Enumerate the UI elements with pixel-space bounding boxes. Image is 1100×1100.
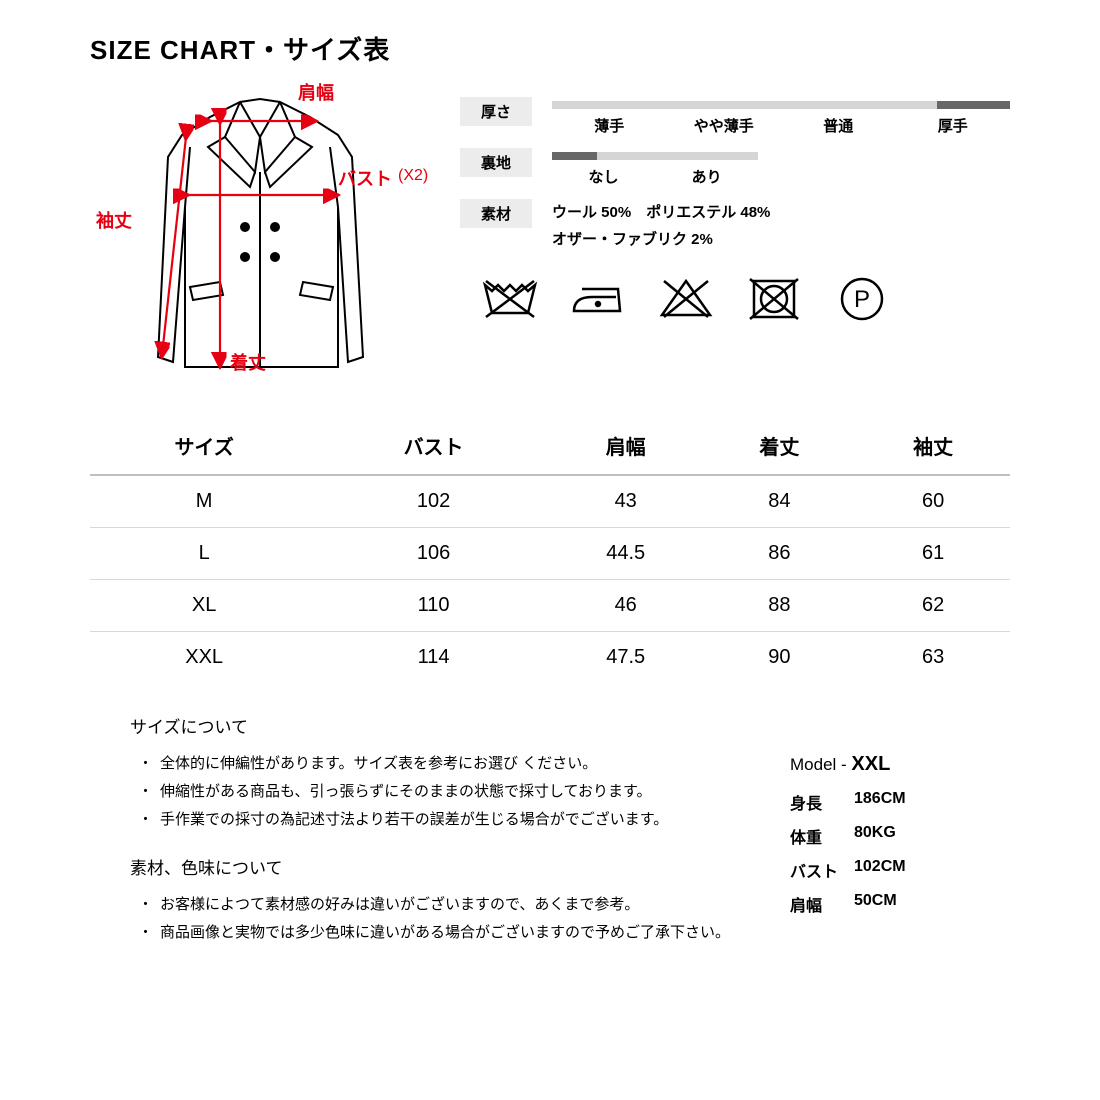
thickness-option: 薄手	[552, 115, 667, 136]
top-section: 肩幅 バスト (X2) 袖丈 着丈 厚さ 薄手やや薄手普通厚手 裏地	[90, 77, 1010, 397]
list-item: 全体的に伸編性があります。サイズ表を参考にお選び ください。	[160, 752, 770, 776]
iron-icon	[568, 273, 628, 323]
model-value: 102CM	[854, 858, 906, 882]
table-cell: 63	[856, 632, 1010, 684]
size-table: サイズバスト肩幅着丈袖丈 M102438460L10644.58661XL110…	[90, 417, 1010, 683]
model-size: XXL	[851, 753, 890, 775]
notes-left: サイズについて 全体的に伸編性があります。サイズ表を参考にお選び ください。伸縮…	[90, 713, 790, 967]
thickness-option: 厚手	[896, 115, 1011, 136]
lining-option: なし	[552, 166, 655, 187]
table-header: 袖丈	[856, 417, 1010, 475]
material-line2: オザー・ファブリク 2%	[552, 226, 1010, 253]
table-cell: 106	[318, 528, 549, 580]
material-notes-heading: 素材、色味について	[130, 854, 770, 879]
material-line1: ウール 50% ポリエステル 48%	[552, 199, 1010, 226]
list-item: お客様によつて素材感の好みは違いがございますので、あくまで参考。	[160, 893, 770, 917]
notes-section: サイズについて 全体的に伸編性があります。サイズ表を参考にお選び ください。伸縮…	[90, 713, 1010, 967]
spec-material-label: 素材	[460, 199, 532, 228]
table-row: M102438460	[90, 475, 1010, 528]
label-length: 着丈	[230, 349, 266, 375]
table-cell: XL	[90, 580, 318, 632]
spec-thickness-label: 厚さ	[460, 97, 532, 126]
table-cell: XXL	[90, 632, 318, 684]
list-item: 伸縮性がある商品も、引っ張らずにそのままの状態で採寸しております。	[160, 780, 770, 804]
dryclean-p-icon: P	[832, 273, 892, 323]
material-notes-list: お客様によつて素材感の好みは違いがございますので、あくまで参考。商品画像と実物で…	[130, 893, 770, 945]
size-notes-list: 全体的に伸編性があります。サイズ表を参考にお選び ください。伸縮性がある商品も、…	[130, 752, 770, 832]
spec-lining: 裏地 なしあり	[460, 148, 1010, 187]
table-cell: 44.5	[549, 528, 703, 580]
table-cell: 88	[703, 580, 857, 632]
table-cell: L	[90, 528, 318, 580]
table-cell: 60	[856, 475, 1010, 528]
list-item: 商品画像と実物では多少色味に違いがある場合がございますので予めご了承下さい。	[160, 921, 770, 945]
label-bust: バスト	[338, 165, 392, 191]
svg-text:P: P	[854, 286, 870, 313]
model-value: 80KG	[854, 824, 896, 848]
table-row: L10644.58661	[90, 528, 1010, 580]
thickness-option: やや薄手	[667, 115, 782, 136]
table-row: XXL11447.59063	[90, 632, 1010, 684]
spec-panel: 厚さ 薄手やや薄手普通厚手 裏地 なしあり 素材	[460, 77, 1010, 397]
table-cell: 86	[703, 528, 857, 580]
table-header: 肩幅	[549, 417, 703, 475]
coat-diagram: 肩幅 バスト (X2) 袖丈 着丈	[90, 77, 430, 397]
model-row: 体重80KG	[790, 824, 1010, 848]
table-cell: 62	[856, 580, 1010, 632]
model-key: 体重	[790, 824, 854, 848]
model-key: 身長	[790, 790, 854, 814]
model-row: バスト102CM	[790, 858, 1010, 882]
model-key: バスト	[790, 858, 854, 882]
lining-bar	[552, 152, 758, 160]
table-cell: 43	[549, 475, 703, 528]
thickness-bar	[552, 101, 1010, 109]
table-cell: 61	[856, 528, 1010, 580]
size-notes-heading: サイズについて	[130, 713, 770, 738]
care-icons: P	[480, 273, 1010, 323]
table-cell: 114	[318, 632, 549, 684]
table-cell: 110	[318, 580, 549, 632]
model-key: 肩幅	[790, 892, 854, 916]
table-header: バスト	[318, 417, 549, 475]
table-cell: M	[90, 475, 318, 528]
model-title: Model - XXL	[790, 753, 1010, 776]
label-shoulder: 肩幅	[298, 79, 334, 105]
table-cell: 102	[318, 475, 549, 528]
spec-lining-label: 裏地	[460, 148, 532, 177]
no-bleach-icon	[656, 273, 716, 323]
model-info: Model - XXL 身長186CM体重80KGバスト102CM肩幅50CM	[790, 713, 1010, 967]
model-row: 肩幅50CM	[790, 892, 1010, 916]
model-row: 身長186CM	[790, 790, 1010, 814]
label-bust-x2: (X2)	[398, 167, 428, 185]
thickness-options: 薄手やや薄手普通厚手	[552, 115, 1010, 136]
lining-options: なしあり	[552, 166, 758, 187]
no-tumble-icon	[744, 273, 804, 323]
thickness-option: 普通	[781, 115, 896, 136]
table-header-row: サイズバスト肩幅着丈袖丈	[90, 417, 1010, 475]
list-item: 手作業での採寸の為記述寸法より若干の誤差が生じる場合がでございます。	[160, 808, 770, 832]
no-wash-icon	[480, 273, 540, 323]
lining-option: あり	[655, 166, 758, 187]
table-header: サイズ	[90, 417, 318, 475]
model-title-prefix: Model -	[790, 755, 851, 774]
model-value: 50CM	[854, 892, 897, 916]
table-cell: 90	[703, 632, 857, 684]
spec-thickness: 厚さ 薄手やや薄手普通厚手	[460, 97, 1010, 136]
table-row: XL110468862	[90, 580, 1010, 632]
table-cell: 47.5	[549, 632, 703, 684]
table-header: 着丈	[703, 417, 857, 475]
page-title: SIZE CHART・サイズ表	[90, 30, 1010, 67]
spec-material: 素材 ウール 50% ポリエステル 48% オザー・ファブリク 2%	[460, 199, 1010, 253]
model-value: 186CM	[854, 790, 906, 814]
table-cell: 84	[703, 475, 857, 528]
label-sleeve: 袖丈	[96, 207, 132, 233]
table-cell: 46	[549, 580, 703, 632]
